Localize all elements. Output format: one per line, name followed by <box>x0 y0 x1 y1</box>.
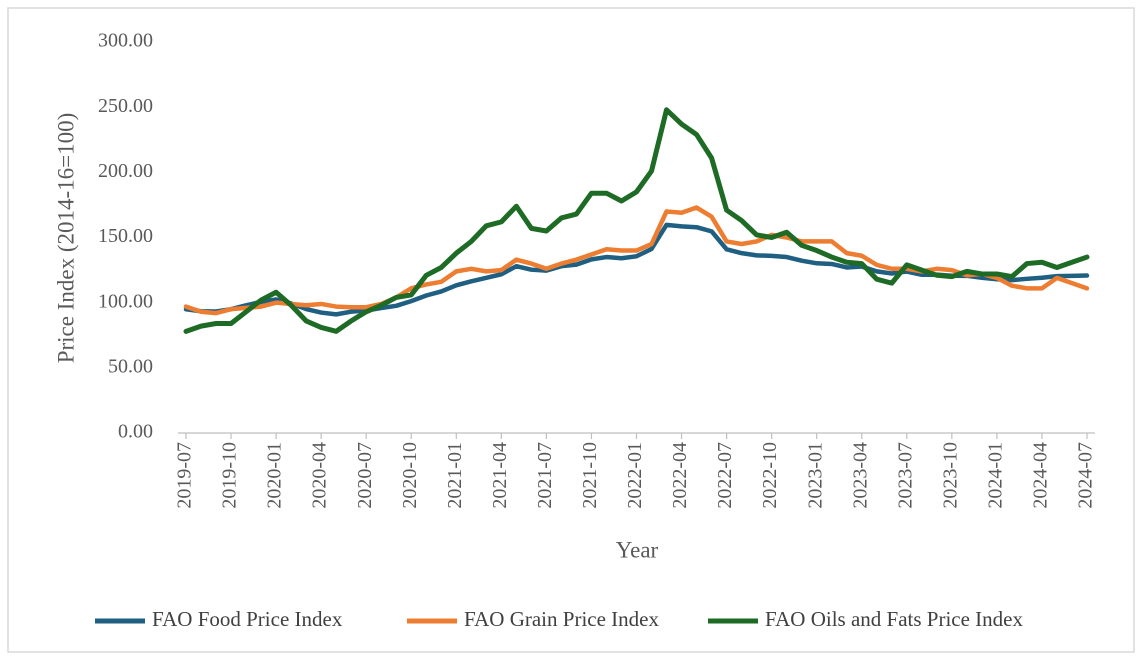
x-tick-label: 2024-01 <box>984 442 1006 509</box>
y-tick-label: 300.00 <box>98 30 153 52</box>
x-tick-label: 2019-07 <box>174 442 196 509</box>
x-tick-label: 2022-04 <box>669 442 691 509</box>
x-tick-label: 2019-10 <box>219 442 241 509</box>
x-tick-label: 2024-04 <box>1030 442 1052 509</box>
x-axis-title: Year <box>616 537 659 562</box>
x-tick-label: 2022-07 <box>714 442 736 509</box>
y-tick-label: 200.00 <box>98 160 153 182</box>
y-tick-label: 150.00 <box>98 225 153 247</box>
x-tick-label: 2023-07 <box>894 442 916 509</box>
legend-label: FAO Food Price Index <box>152 607 343 631</box>
x-tick-label: 2022-01 <box>624 442 646 509</box>
chart-frame <box>7 7 1135 653</box>
legend-label: FAO Grain Price Index <box>464 607 659 631</box>
x-tick-label: 2020-10 <box>399 442 421 509</box>
x-tick-label: 2020-07 <box>354 442 376 509</box>
x-tick-label: 2023-04 <box>849 442 871 509</box>
x-tick-label: 2021-04 <box>489 442 511 509</box>
x-tick-label: 2024-07 <box>1075 442 1097 509</box>
legend-label: FAO Oils and Fats Price Index <box>765 607 1023 631</box>
x-tick-label: 2023-01 <box>804 442 826 509</box>
x-tick-label: 2021-01 <box>444 442 466 509</box>
x-tick-label: 2021-10 <box>579 442 601 509</box>
x-tick-label: 2021-07 <box>534 442 556 509</box>
series-line <box>183 205 1090 316</box>
series-line <box>183 107 1090 334</box>
y-tick-label: 50.00 <box>108 355 153 377</box>
x-tick-label: 2022-10 <box>759 442 781 509</box>
y-tick-label: 250.00 <box>98 95 153 117</box>
y-tick-label: 0.00 <box>118 421 153 443</box>
y-tick-label: 100.00 <box>98 290 153 312</box>
x-tick-label: 2020-01 <box>264 442 286 509</box>
x-tick-label: 2023-10 <box>939 442 961 509</box>
x-tick-label: 2020-04 <box>309 442 331 509</box>
y-axis-title: Price Index (2014-16=100) <box>53 113 78 364</box>
